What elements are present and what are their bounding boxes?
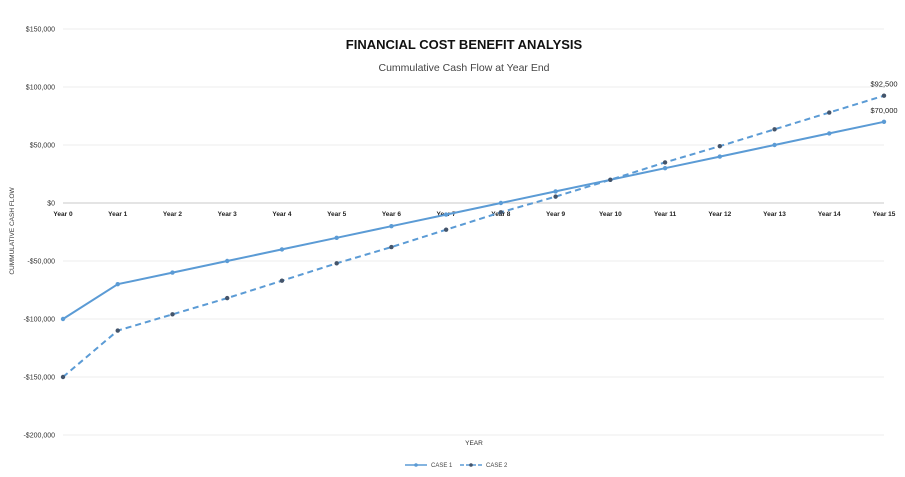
series-layer: $70,000 $92,500	[60, 80, 898, 380]
data-point-series-1	[443, 212, 449, 217]
data-point-series-1	[170, 270, 175, 275]
data-point-series-2	[279, 278, 285, 283]
x-tick-label: Year 4	[272, 211, 292, 218]
data-point-series-1	[60, 316, 66, 322]
y-axis-ticks: $150,000 $100,000 $50,000 $0 -$50,000 -$100,0…	[23, 27, 55, 440]
end-data-label: $92,500	[870, 80, 897, 89]
end-data-label: $70,000	[870, 106, 897, 115]
legend-marker	[414, 463, 418, 467]
data-point-series-1	[334, 235, 339, 240]
x-tick-label: Year 14	[818, 211, 841, 218]
data-point-series-1	[827, 131, 832, 136]
legend-label: CASE 2	[486, 463, 508, 469]
x-tick-label: Year 11	[654, 211, 677, 218]
data-point-series-2	[170, 312, 175, 317]
data-point-series-2	[608, 177, 613, 182]
gridlines	[63, 28, 884, 436]
x-tick-label: Year 15	[873, 211, 896, 218]
data-point-series-2	[115, 328, 120, 333]
y-tick-label: -$200,000	[23, 433, 55, 440]
x-tick-label: Year 12	[708, 211, 731, 218]
x-tick-label: Year 5	[327, 211, 347, 218]
data-point-series-2	[334, 261, 339, 266]
y-tick-label: -$50,000	[27, 259, 55, 266]
data-point-series-2	[553, 194, 558, 199]
series-line-1	[62, 120, 885, 320]
data-point-series-2	[389, 244, 394, 250]
data-point-series-1	[115, 282, 120, 287]
x-tick-label: Year 1	[108, 211, 128, 218]
data-point-series-2	[498, 210, 504, 215]
legend-marker	[469, 463, 473, 467]
data-point-series-1	[279, 247, 285, 252]
data-point-series-1	[498, 200, 504, 206]
x-axis-ticks: Year 0 Year 1 Year 2 Year 3 Year 4 Year 5 Year…	[53, 211, 895, 218]
y-tick-label: $100,000	[26, 85, 55, 92]
data-point-series-2	[225, 295, 230, 301]
x-tick-label: Year 13	[763, 211, 786, 218]
x-axis-label: YEAR	[465, 440, 483, 447]
chart-title: FINANCIAL COST BENEFIT ANALYSIS	[346, 37, 583, 52]
y-tick-label: -$100,000	[23, 317, 55, 324]
data-point-series-2	[60, 374, 66, 380]
y-axis-label: CUMMULATIVE CASH FLOW	[9, 187, 16, 275]
y-tick-label: $150,000	[26, 27, 55, 34]
x-tick-label: Year 6	[382, 211, 402, 218]
x-tick-label: Year 2	[163, 211, 183, 218]
y-tick-label: -$150,000	[23, 375, 55, 382]
data-point-series-2	[772, 127, 777, 132]
x-tick-label: Year 8	[491, 211, 511, 218]
data-point-series-1	[717, 154, 722, 159]
data-point-series-1	[662, 166, 668, 171]
data-point-series-1	[225, 258, 230, 264]
data-point-series-1	[772, 142, 777, 148]
data-point-series-1	[881, 119, 887, 125]
legend: CASE 1 CASE 2	[405, 463, 508, 469]
data-point-series-2	[662, 160, 668, 165]
y-tick-label: $0	[47, 201, 55, 208]
data-point-series-1	[553, 189, 558, 194]
y-tick-label: $50,000	[30, 143, 55, 150]
x-tick-label: Year 0	[53, 211, 73, 218]
chart-subtitle: Cummulative Cash Flow at Year End	[379, 62, 550, 74]
x-tick-label: Year 9	[546, 211, 566, 218]
legend-label: CASE 1	[431, 463, 453, 469]
data-point-series-2	[443, 227, 449, 232]
x-tick-label: Year 3	[218, 211, 238, 218]
series-line-2	[62, 94, 885, 378]
data-point-series-1	[389, 224, 394, 229]
x-tick-label: Year 10	[599, 211, 622, 218]
data-point-series-2	[827, 110, 832, 115]
data-point-series-2	[717, 143, 722, 149]
data-point-series-2	[881, 93, 887, 98]
